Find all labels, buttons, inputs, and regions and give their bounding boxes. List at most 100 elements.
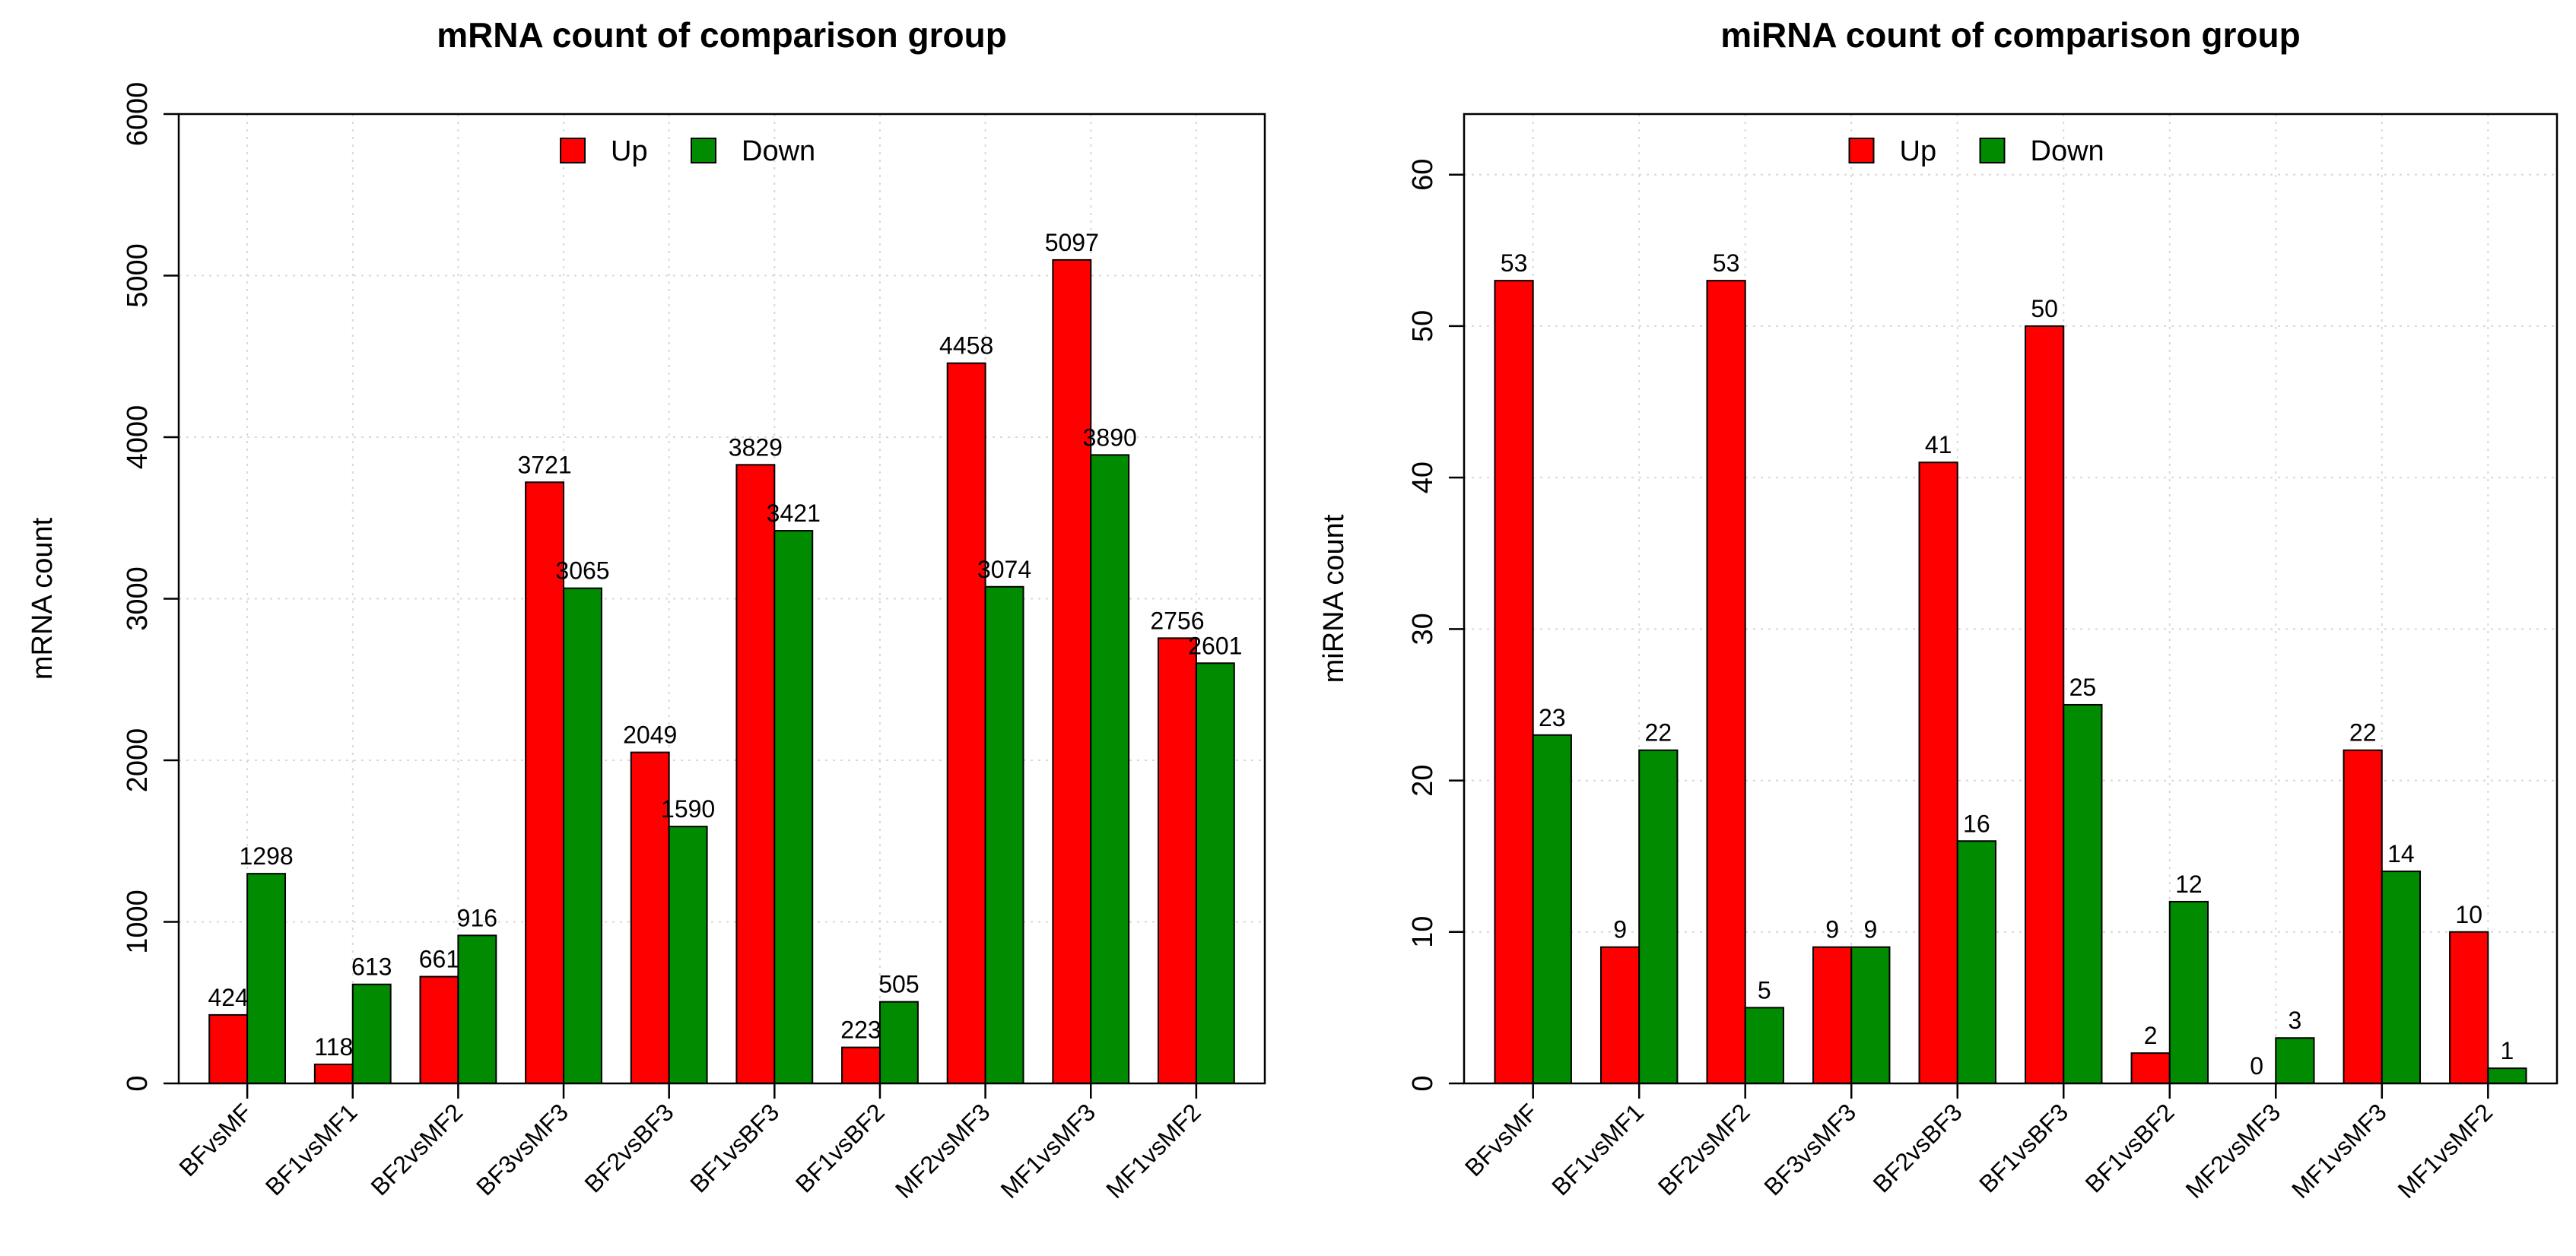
data-label: 2756 <box>1150 607 1204 634</box>
chart-title: mRNA count of comparison group <box>437 15 1007 55</box>
bar-up-MF1vsMF3 <box>2343 749 2383 1084</box>
bar-up-BF2vsMF2 <box>1706 280 1746 1084</box>
bar-up-BF1vsMF1 <box>1599 946 1641 1084</box>
bar-up-MF1vsMF3 <box>1052 258 1092 1085</box>
bar-up-BF1vsMF1 <box>313 1063 354 1085</box>
y-tick-label: 5000 <box>122 243 154 308</box>
data-label: 223 <box>840 1017 881 1044</box>
x-tick-label: BF1vsMF1 <box>260 1098 363 1200</box>
data-label: 53 <box>1501 249 1528 277</box>
plot-frame <box>1463 113 2559 1085</box>
y-tick-label: 20 <box>1407 764 1439 796</box>
data-label: 505 <box>878 971 919 998</box>
bar-down-BF2vsMF2 <box>457 934 497 1084</box>
legend-label: Down <box>2031 135 2104 167</box>
y-tick-label: 4000 <box>122 405 154 470</box>
bar-up-MF1vsMF2 <box>1157 637 1197 1084</box>
bar-down-BF1vsBF2 <box>2168 900 2209 1084</box>
data-label: 661 <box>419 946 459 973</box>
y-tick-label: 0 <box>1407 1075 1439 1091</box>
x-tick-label: BF1vsBF2 <box>2080 1098 2180 1197</box>
bar-up-BF1vsBF3 <box>735 464 776 1084</box>
bar-down-BF1vsBF3 <box>773 530 814 1084</box>
data-label: 3065 <box>555 557 609 585</box>
data-label: 25 <box>2069 674 2097 701</box>
data-label: 23 <box>1539 704 1566 731</box>
data-label: 2601 <box>1188 632 1242 659</box>
y-tick-label: 2000 <box>122 728 154 793</box>
bar-down-BFvsMF <box>1532 734 1572 1084</box>
chart-panel-1: mRNA count of comparison group 424 118 661 3… <box>27 15 1266 1204</box>
data-label: 3074 <box>977 556 1031 583</box>
bar-up-MF1vsMF2 <box>2449 931 2489 1084</box>
x-tick-label: BF2vsBF3 <box>580 1098 679 1197</box>
x-tick-label: BFvsMF <box>1460 1098 1543 1181</box>
data-label: 53 <box>1713 249 1740 277</box>
x-tick-label: MF2vsMF3 <box>890 1098 996 1204</box>
bar-up-BF1vsBF3 <box>2025 325 2065 1084</box>
bar-down-BF1vsMF1 <box>351 983 392 1085</box>
legend-swatch-down <box>1979 138 2006 163</box>
x-tick-label: MF1vsMF3 <box>996 1098 1101 1204</box>
data-label: 2049 <box>623 722 677 749</box>
x-tick-label: MF1vsMF2 <box>1101 1098 1206 1204</box>
data-label: 10 <box>2455 901 2482 928</box>
data-label: 4458 <box>939 332 993 360</box>
data-label: 3721 <box>517 451 571 478</box>
legend-label: Up <box>611 135 648 167</box>
bar-up-BF2vsMF2 <box>419 975 459 1084</box>
legend-label: Up <box>1900 135 1937 167</box>
data-label: 22 <box>2349 719 2377 747</box>
data-label: 0 <box>2250 1052 2263 1080</box>
data-label: 16 <box>1963 810 1990 837</box>
data-label: 3890 <box>1083 423 1137 451</box>
bar-up-MF2vsMF3 <box>946 362 986 1084</box>
y-tick-label: 1000 <box>122 890 154 954</box>
bar-down-MF1vsMF2 <box>2487 1067 2527 1084</box>
x-tick-label: BF2vsBF3 <box>1868 1098 1968 1197</box>
data-label: 5 <box>1758 976 1771 1004</box>
data-label: 22 <box>1645 719 1672 747</box>
bar-down-BF1vsBF2 <box>878 1001 919 1084</box>
data-label: 1590 <box>661 795 715 823</box>
data-label: 41 <box>1925 431 1952 458</box>
y-tick-label: 30 <box>1407 613 1439 645</box>
y-axis-label: mRNA count <box>27 517 59 680</box>
y-axis-label: miRNA count <box>1318 514 1350 683</box>
bar-up-BF3vsMF3 <box>1812 946 1853 1084</box>
data-label: 3829 <box>729 433 783 461</box>
bar-down-MF2vsMF3 <box>2275 1037 2315 1084</box>
data-label: 613 <box>351 953 392 981</box>
x-tick-label: MF1vsMF3 <box>2286 1098 2392 1204</box>
data-label: 1298 <box>239 842 293 870</box>
x-tick-label: BF1vsBF2 <box>790 1098 890 1197</box>
bar-down-MF1vsMF3 <box>1090 454 1130 1084</box>
legend-swatch-up <box>1848 138 1875 163</box>
data-label: 12 <box>2175 871 2203 898</box>
y-tick-label: 40 <box>1407 461 1439 493</box>
data-label: 9 <box>1825 916 1839 944</box>
data-label: 3421 <box>767 500 821 527</box>
bar-down-BF2vsBF3 <box>1956 840 1996 1084</box>
data-label: 118 <box>314 1033 353 1061</box>
bar-down-BFvsMF <box>246 873 287 1085</box>
data-label: 9 <box>1613 916 1627 944</box>
y-tick-label: 6000 <box>122 82 154 147</box>
data-label: 424 <box>208 984 248 1011</box>
bar-down-BF3vsMF3 <box>563 587 602 1084</box>
x-tick-label: BFvsMF <box>173 1098 257 1181</box>
data-label: 9 <box>1863 916 1877 944</box>
data-label: 916 <box>457 904 497 931</box>
bar-down-MF1vsMF2 <box>1195 662 1235 1084</box>
legend-swatch-up <box>560 138 586 163</box>
y-tick-label: 60 <box>1407 159 1439 191</box>
bar-down-BF1vsMF1 <box>1638 749 1679 1084</box>
data-label: 5097 <box>1045 229 1099 256</box>
bar-up-BFvsMF <box>208 1013 249 1085</box>
x-tick-label: MF2vsMF3 <box>2181 1098 2286 1204</box>
bar-up-BF2vsBF3 <box>1918 461 1958 1084</box>
x-tick-label: BF3vsMF3 <box>471 1098 573 1200</box>
legend-swatch-down <box>691 138 716 163</box>
